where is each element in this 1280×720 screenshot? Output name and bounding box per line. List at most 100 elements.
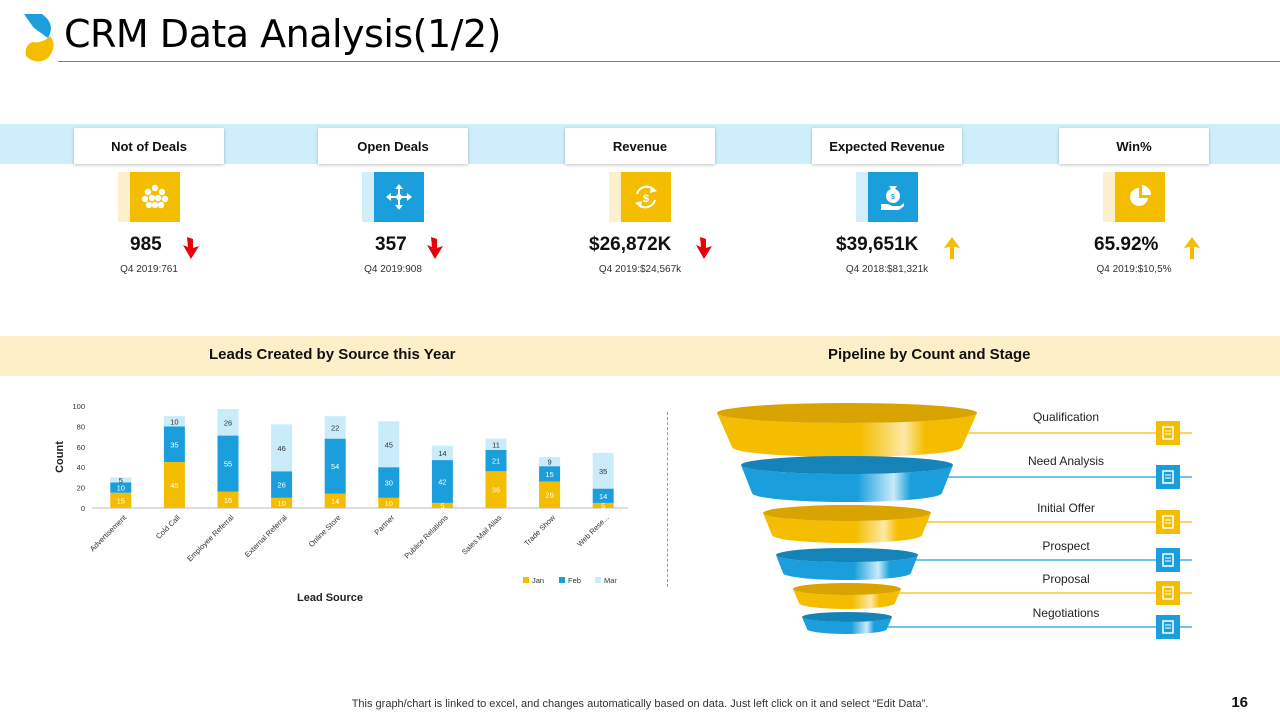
bar-segment-feb	[163, 426, 185, 463]
x-tick-label: Cold Call	[154, 513, 182, 541]
bar-data-label: 21	[492, 457, 500, 466]
bar-segment-jan	[378, 497, 400, 508]
arrows-icon	[374, 172, 424, 222]
bar-segment-mar	[485, 438, 507, 450]
bar-segment-jan	[110, 492, 132, 508]
document-icon	[1156, 421, 1180, 445]
funnel-tier-top	[776, 548, 918, 562]
bar-data-label: 46	[277, 444, 285, 453]
bar-segment-jan	[324, 493, 346, 508]
kpi-card-deals: Not of Deals 985 Q4 2019:761	[74, 128, 224, 275]
kpi-value: $26,872K	[589, 234, 672, 255]
trend-up-icon	[1184, 237, 1200, 259]
y-tick-label: 40	[77, 463, 85, 472]
bar-data-label: 26	[277, 481, 285, 490]
bar-data-label: 35	[599, 467, 607, 476]
y-tick-label: 20	[77, 484, 85, 493]
logo-icon	[24, 14, 54, 62]
footer-note: This graph/chart is linked to excel, and…	[351, 698, 929, 710]
bar-segment-feb	[539, 466, 561, 482]
x-tick-label: Publice Relations	[402, 513, 450, 561]
bar-data-label: 5	[119, 476, 123, 485]
x-tick-label: Online Store	[307, 513, 343, 549]
bar-data-label: 14	[599, 492, 607, 501]
bar-data-label: 10	[277, 499, 285, 508]
bar-data-label: 5	[601, 501, 605, 510]
kpi-comparison: Q4 2019:$24,567k	[598, 264, 682, 275]
bar-segment-jan	[431, 502, 453, 508]
people-icon	[1156, 548, 1180, 572]
page-title: CRM Data Analysis(1/2)	[64, 12, 501, 56]
chart-icon	[1156, 510, 1180, 534]
bar-segment-mar	[324, 416, 346, 439]
bar-data-label: 9	[548, 458, 552, 467]
pie-icon	[1115, 172, 1165, 222]
kpi-value: 985	[130, 234, 162, 255]
bar-segment-mar	[592, 452, 614, 489]
x-tick-label: Trade Show	[522, 513, 557, 548]
bar-segment-mar	[271, 424, 293, 472]
kpi-label: Win%	[1059, 128, 1209, 164]
dollar-cycle-icon: $	[621, 172, 671, 222]
bar-segment-mar	[110, 477, 132, 483]
chart-divider	[667, 412, 668, 587]
meeting-icon	[1156, 615, 1180, 639]
bar-segment-feb	[217, 435, 239, 492]
page-number: 16	[1231, 694, 1248, 711]
bar-segment-feb	[378, 467, 400, 498]
kpi-value: $39,651K	[836, 234, 919, 255]
trend-down-icon	[696, 237, 712, 259]
x-tick-label: External Referral	[243, 513, 289, 559]
bar-segment-mar	[378, 421, 400, 468]
bar-data-label: 35	[170, 440, 178, 449]
funnel-tier-top	[802, 612, 892, 622]
legend-label: Jan	[532, 576, 544, 585]
kpi-card-expected-revenue: Expected Revenue $ $39,651K Q4 2018:$81,…	[812, 128, 962, 275]
legend-label: Mar	[604, 576, 617, 585]
x-tick-label: Advertisement	[88, 512, 129, 553]
funnel-tier	[802, 617, 892, 634]
bar-segment-feb	[431, 460, 453, 503]
bar-data-label: 10	[170, 417, 178, 426]
legend-swatch	[523, 577, 529, 583]
stage-label: Qualification	[1033, 410, 1099, 424]
bar-segment-jan	[163, 462, 185, 508]
kpi-label: Expected Revenue	[812, 128, 962, 164]
bar-data-label: 45	[170, 481, 178, 490]
kpi-card-win-rate: Win% 65.92% Q4 2019:$10,5%	[1059, 128, 1209, 275]
bar-segment-mar	[217, 409, 239, 436]
pipeline-funnel: Qualification Need Analysis Initial Offer P…	[717, 403, 1192, 639]
funnel-tier	[776, 555, 918, 580]
kpi-card-open-deals: Open Deals 357 Q4 2019:908	[318, 128, 468, 275]
bar-data-label: 11	[492, 440, 500, 449]
funnel-tier-top	[793, 583, 901, 595]
y-tick-label: 100	[72, 402, 85, 411]
bar-data-label: 15	[117, 496, 125, 505]
x-axis-title: Lead Source	[297, 592, 363, 604]
bar-data-label: 15	[545, 470, 553, 479]
x-tick-label: Web Rese...	[575, 513, 610, 548]
bar-data-label: 36	[492, 486, 500, 495]
y-tick-label: 0	[81, 504, 85, 513]
handshake-icon	[1156, 581, 1180, 605]
bar-data-label: 14	[438, 449, 446, 458]
bar-segment-jan	[271, 497, 293, 508]
bar-segment-mar	[163, 416, 185, 427]
bar-data-label: 10	[385, 499, 393, 508]
bar-segment-mar	[431, 445, 453, 461]
bar-data-label: 5	[440, 501, 444, 510]
bar-data-label: 14	[331, 497, 339, 506]
kpi-card-revenue: Revenue $ $26,872K Q4 2019:$24,567k	[565, 128, 715, 275]
bar-segment-feb	[324, 438, 346, 494]
stage-label: Negotiations	[1033, 606, 1100, 620]
network-icon	[130, 172, 180, 222]
kpi-comparison: Q4 2019:761	[120, 264, 178, 275]
x-tick-label: Partner	[372, 513, 396, 537]
funnel-tier	[717, 413, 977, 457]
kpi-label: Not of Deals	[74, 128, 224, 164]
y-axis-title: Count	[54, 441, 66, 473]
bar-data-label: 26	[545, 491, 553, 500]
bar-data-label: 22	[331, 423, 339, 432]
funnel-tier-top	[717, 403, 977, 423]
kpi-comparison: Q4 2019:908	[364, 264, 422, 275]
